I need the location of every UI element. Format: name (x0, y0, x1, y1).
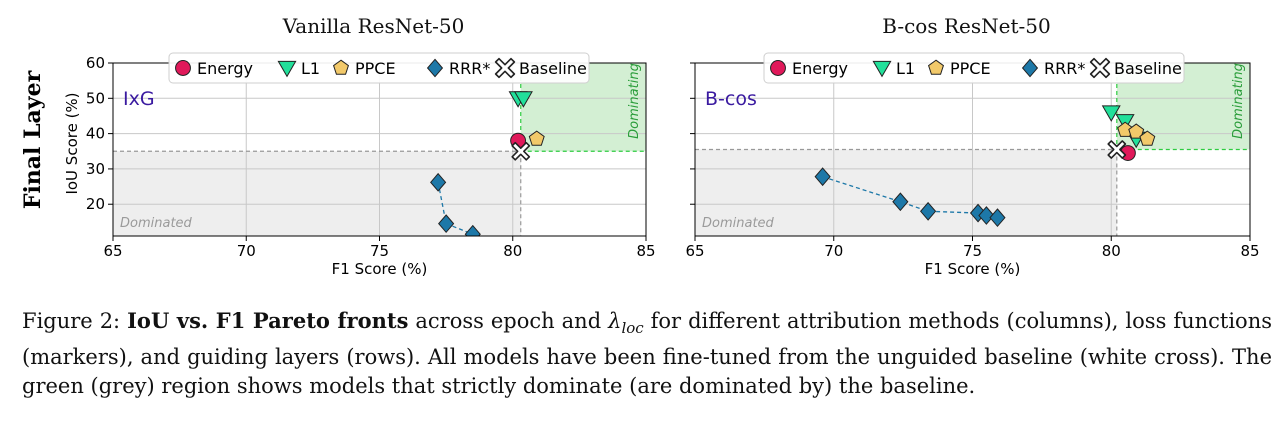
legend-marker-ppce (332, 59, 350, 75)
x-tick-label: 75 (370, 242, 389, 260)
x-tick-label: 85 (636, 242, 655, 260)
chart-title: B-cos ResNet-50 (882, 14, 1050, 38)
legend-marker-baseline (494, 57, 516, 79)
legend-label-rrr: RRR* (1044, 59, 1085, 78)
point-rrr-2 (920, 201, 937, 221)
x-tick-label: 70 (824, 242, 843, 260)
y-axis-label: IoU Score (%) (63, 92, 81, 194)
point-ppce-0 (1117, 121, 1134, 137)
point-ppce-2 (1139, 130, 1156, 146)
dominated-region (113, 151, 521, 236)
legend-marker-rrr (426, 58, 444, 78)
point-rrr-2 (464, 224, 481, 236)
point-baseline-0 (1107, 140, 1127, 159)
x-tick-label: 65 (103, 242, 122, 260)
legend-label-ppce: PPCE (355, 59, 396, 78)
legend-label-energy: Energy (197, 59, 253, 78)
dominated-label: Dominated (702, 216, 775, 231)
x-axis-label: F1 Score (%) (925, 260, 1021, 278)
legend-marker-rrr (1021, 58, 1039, 78)
point-l1-1 (513, 91, 533, 108)
legend-label-l1: L1 (896, 59, 915, 78)
point-ppce-0 (528, 130, 545, 146)
legend-label-ppce: PPCE (950, 59, 991, 78)
point-ppce-1 (1128, 123, 1145, 139)
legend-marker-ppce (927, 59, 945, 75)
caption-bold: IoU vs. F1 Pareto fronts (127, 308, 409, 333)
method-label: IxG (123, 88, 155, 110)
legend-box (168, 52, 590, 84)
lambda-symbol: λloc (608, 309, 644, 338)
x-tick-label: 65 (685, 242, 704, 260)
figure-canvas: Final Layer Dominating Dominated 65 70 75 80 8… (20, 14, 1260, 278)
chart-panel-vanilla: Dominating Dominated 65 70 75 80 85 20 30 40 50 60 V… (63, 14, 656, 278)
point-baseline-0 (511, 141, 531, 161)
y-tick-label: 20 (86, 195, 105, 213)
caption-text: across epoch and λloc for different attr… (22, 309, 1273, 399)
x-axis-label: F1 Score (%) (332, 260, 428, 278)
x-tick-label: 75 (963, 242, 982, 260)
legend-label-baseline: Baseline (519, 59, 587, 78)
y-tick-label: 40 (86, 125, 105, 143)
legend-marker-l1 (277, 60, 297, 78)
point-rrr-1 (438, 214, 455, 234)
legend-label-energy: Energy (792, 59, 848, 78)
x-tick-label: 70 (237, 242, 256, 260)
chart-panel-bcos: Dominating Dominated 65 70 75 80 85 B-cos ResNe… (685, 14, 1259, 278)
plot-area: Dominating Dominated (695, 63, 1250, 236)
legend-box (763, 52, 1185, 84)
x-tick-label: 80 (1102, 242, 1121, 260)
chart-title: Vanilla ResNet-50 (282, 14, 465, 38)
dominated-region (695, 149, 1117, 236)
legend-marker-energy (770, 60, 786, 76)
legend-label-baseline: Baseline (1114, 59, 1182, 78)
point-rrr-0 (430, 172, 447, 192)
caption-prefix: Figure 2: (22, 309, 128, 333)
legend-label-l1: L1 (301, 59, 320, 78)
legend-marker-baseline (1089, 57, 1111, 79)
y-tick-label: 30 (86, 160, 105, 178)
point-rrr-5 (989, 208, 1006, 228)
plot-area: Dominating Dominated (113, 63, 646, 236)
figure-caption: Figure 2: IoU vs. F1 Pareto fronts acros… (22, 306, 1272, 401)
y-tick-label: 60 (86, 54, 105, 72)
y-tick-label: 50 (86, 89, 105, 107)
point-rrr-1 (892, 192, 909, 212)
row-label: Final Layer (20, 70, 46, 209)
point-rrr-4 (978, 206, 995, 225)
point-rrr-0 (814, 167, 831, 187)
legend-marker-l1 (872, 60, 892, 78)
legend-marker-energy (175, 60, 191, 76)
x-tick-label: 85 (1240, 242, 1259, 260)
dominating-label: Dominating (1231, 63, 1246, 139)
point-l1-0 (1101, 105, 1121, 122)
method-label: B-cos (705, 88, 757, 110)
legend-label-rrr: RRR* (449, 59, 490, 78)
dominating-label: Dominating (627, 63, 642, 139)
dominated-label: Dominated (120, 216, 193, 231)
x-tick-label: 80 (503, 242, 522, 260)
